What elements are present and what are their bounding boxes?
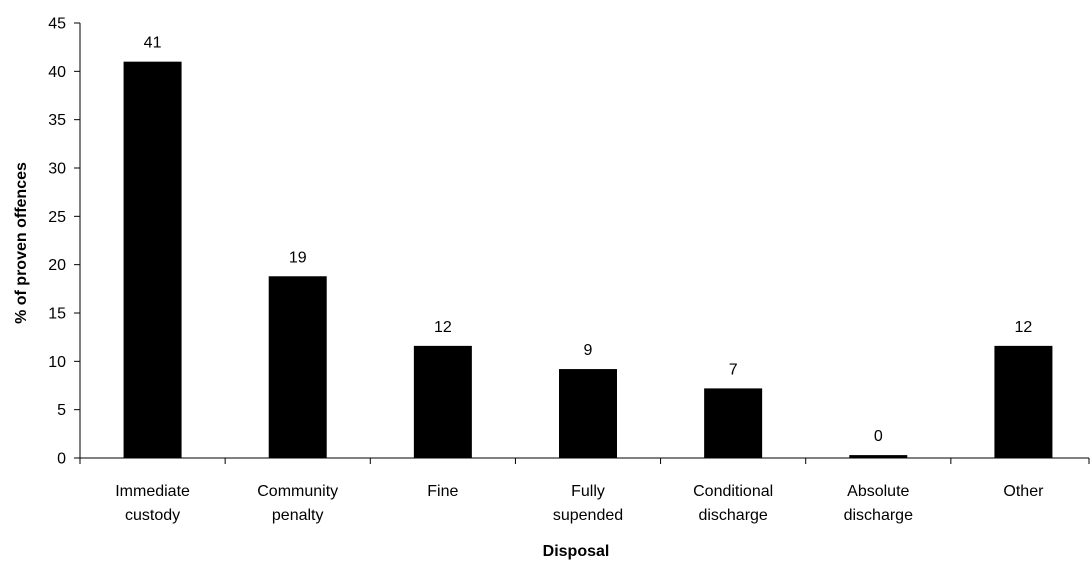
- bar: [123, 61, 182, 459]
- bar: [849, 455, 908, 458]
- bar: [268, 276, 327, 458]
- y-axis-title: % of proven offences: [13, 162, 30, 324]
- y-tick-label: 20: [48, 257, 66, 274]
- x-tick-label: Fully supended: [553, 483, 623, 524]
- y-tick-label: 45: [48, 16, 66, 33]
- y-tick-label: 35: [48, 112, 66, 129]
- data-label: 9: [584, 342, 593, 359]
- x-axis: [79, 457, 1090, 464]
- data-label: 0: [874, 428, 883, 445]
- data-label: 12: [434, 319, 452, 336]
- x-axis-title: Disposal: [543, 543, 610, 560]
- y-tick-label: 25: [48, 209, 66, 226]
- x-tick-label-line: custody: [125, 507, 180, 524]
- y-tick-label: 30: [48, 161, 66, 178]
- y-axis: 0 5 10 15 20 25 30 35 40 45: [48, 16, 81, 468]
- x-tick-label: Community penalty: [257, 483, 338, 524]
- x-tick-label-line: Absolute: [847, 483, 909, 500]
- x-tick-label-line: penalty: [272, 507, 324, 524]
- y-tick-label: 0: [57, 451, 66, 468]
- bar: [704, 388, 763, 458]
- x-tick-label-line: Immediate: [115, 483, 190, 500]
- data-labels-group: 41 19 12 9 7 0 12: [144, 35, 1033, 445]
- x-tick-label-line: Community: [257, 483, 338, 500]
- bar: [559, 369, 617, 458]
- bars-group: [123, 61, 1053, 459]
- x-tick-label-line: Fully: [571, 483, 605, 500]
- x-tick-label: Other: [1003, 483, 1044, 500]
- data-label: 7: [729, 361, 738, 378]
- x-tick-label-line: Conditional: [693, 483, 773, 500]
- x-tick-label-line: discharge: [698, 507, 767, 524]
- bar: [994, 345, 1053, 458]
- y-tick-label: 15: [48, 306, 66, 323]
- x-tick-label: Immediate custody: [115, 483, 190, 524]
- x-tick-label-line: Fine: [427, 483, 458, 500]
- y-tick-label: 5: [57, 402, 66, 419]
- x-tick-label: Fine: [427, 483, 458, 500]
- y-tick-label: 10: [48, 354, 66, 371]
- bar: [413, 345, 472, 458]
- y-tick-label: 40: [48, 64, 66, 81]
- x-tick-labels-group: Immediate custody Community penalty Fine Full…: [115, 483, 1044, 524]
- data-label: 12: [1015, 319, 1033, 336]
- x-tick-label-line: discharge: [844, 507, 913, 524]
- x-tick-label: Absolute discharge: [844, 483, 913, 524]
- data-label: 19: [289, 249, 307, 266]
- x-tick-label-line: Other: [1003, 483, 1044, 500]
- x-tick-label: Conditional discharge: [693, 483, 773, 524]
- data-label: 41: [144, 35, 162, 52]
- x-tick-label-line: supended: [553, 507, 623, 524]
